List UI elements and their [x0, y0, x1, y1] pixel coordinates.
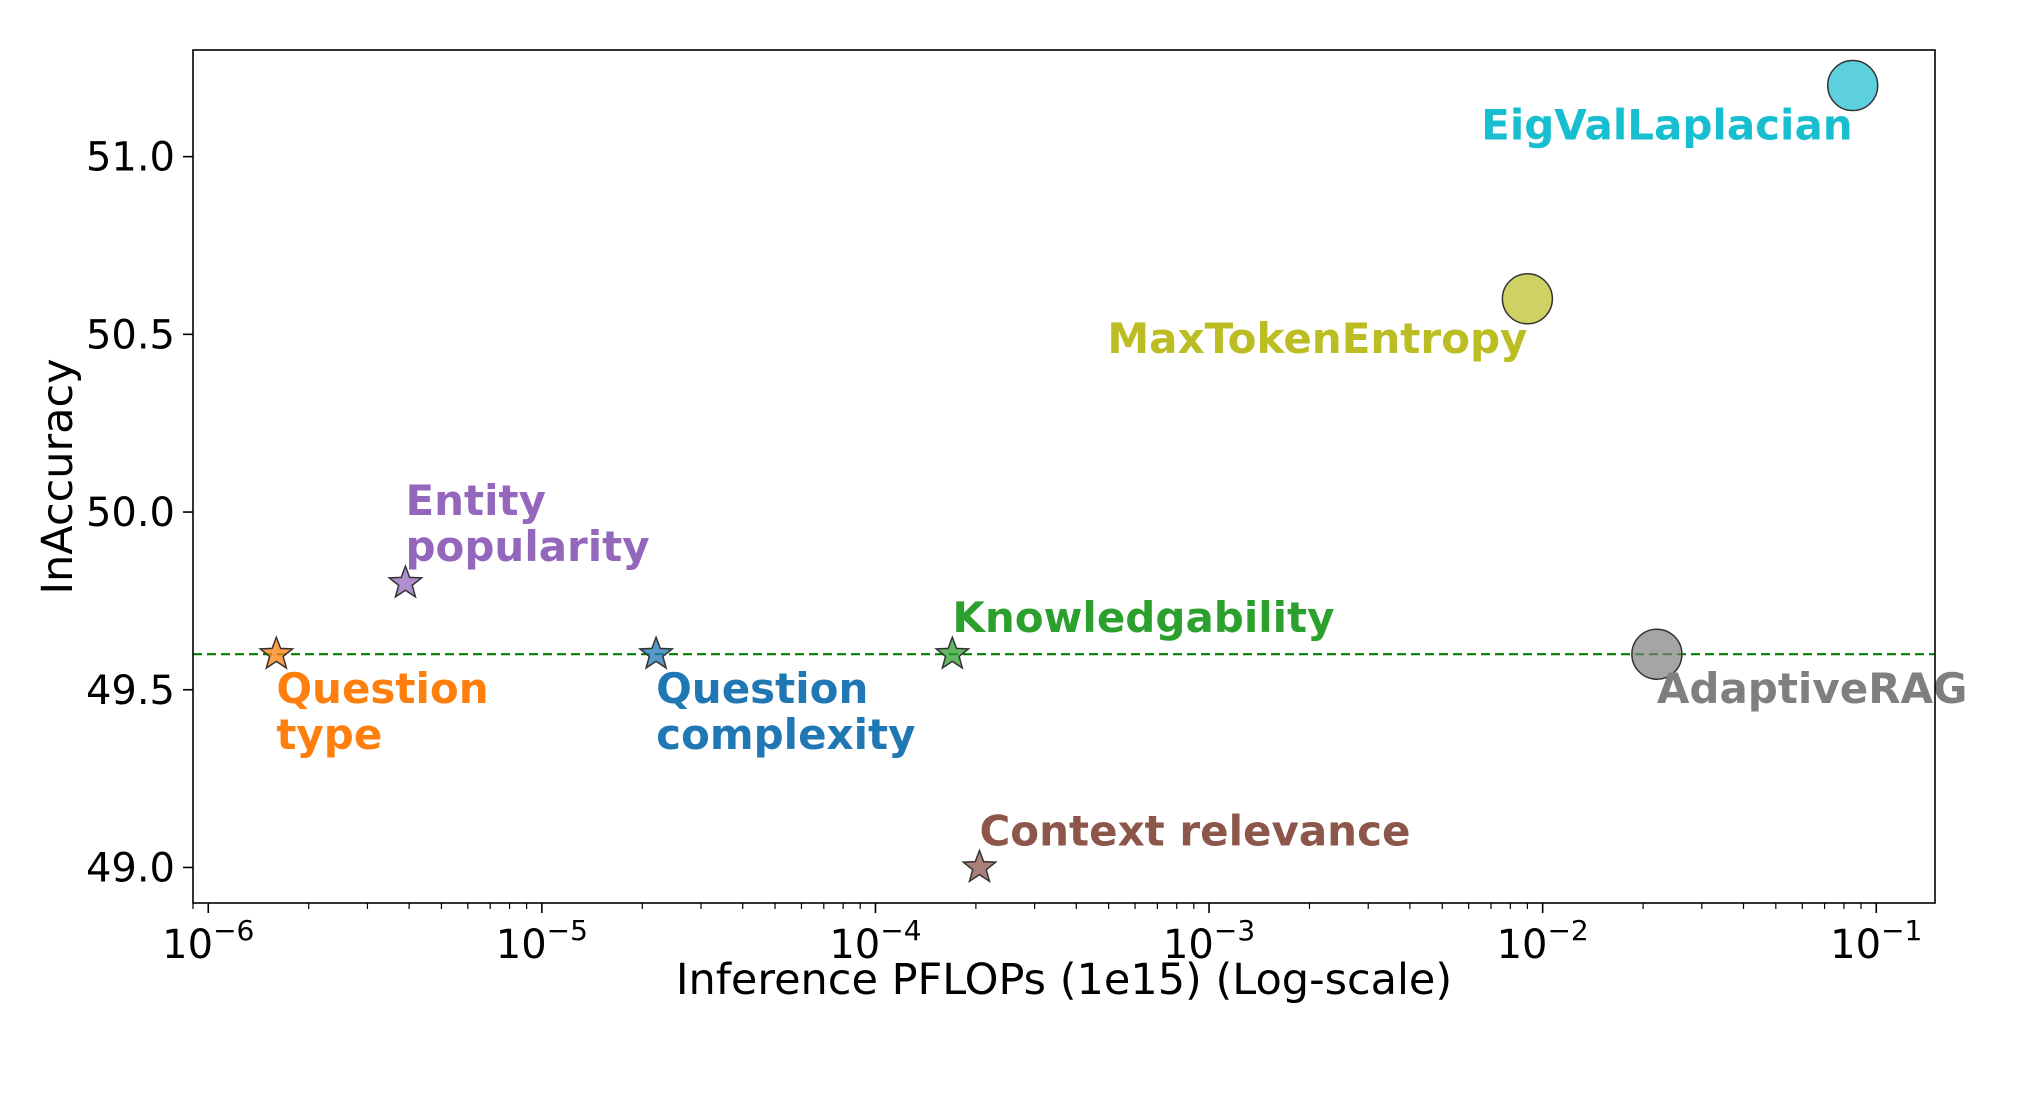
x-tick-label: 10−2 [1497, 914, 1589, 968]
y-tick-label: 49.0 [86, 845, 175, 891]
max-token-entropy-marker [1501, 273, 1554, 325]
context-relevance-marker [961, 848, 998, 883]
y-tick-label: 50.0 [86, 490, 175, 536]
adaptive-rag-label: AdaptiveRAG [1657, 664, 1968, 713]
x-tick-label: 10−5 [496, 914, 588, 968]
entity-popularity-label: popularity [405, 522, 649, 571]
x-tick-label: 10−6 [162, 914, 254, 968]
entity-popularity-marker [387, 563, 424, 599]
y-axis-label: InAccuracy [33, 358, 83, 594]
context-relevance-label: Context relevance [979, 806, 1410, 855]
y-tick-label: 51.0 [86, 135, 175, 181]
x-axis-label: Inference PFLOPs (1e15) (Log-scale) [676, 955, 1452, 1005]
y-tick-label: 49.5 [86, 668, 175, 714]
knowledgability-marker [934, 635, 971, 670]
question-type-marker [258, 635, 295, 670]
y-tick-label: 50.5 [86, 312, 175, 358]
question-type-label: Question [276, 664, 488, 713]
eig-val-laplacian-marker [1826, 59, 1879, 112]
question-complexity-label: Question [656, 664, 868, 713]
question-type-label: type [276, 710, 382, 759]
question-complexity-marker [637, 635, 675, 670]
x-tick-label: 10−1 [1830, 914, 1922, 968]
entity-popularity-label: Entity [405, 476, 546, 525]
x-tick-label: 10−4 [829, 914, 921, 968]
max-token-entropy-label: MaxTokenEntropy [1107, 314, 1527, 363]
plot-frame [192, 49, 1936, 904]
adaptive-rag-marker [1631, 628, 1683, 680]
x-tick-label: 10−3 [1163, 914, 1255, 968]
knowledgability-label: Knowledgability [952, 593, 1334, 642]
question-complexity-label: complexity [656, 710, 915, 759]
eig-val-laplacian-label: EigValLaplacian [1481, 101, 1853, 150]
